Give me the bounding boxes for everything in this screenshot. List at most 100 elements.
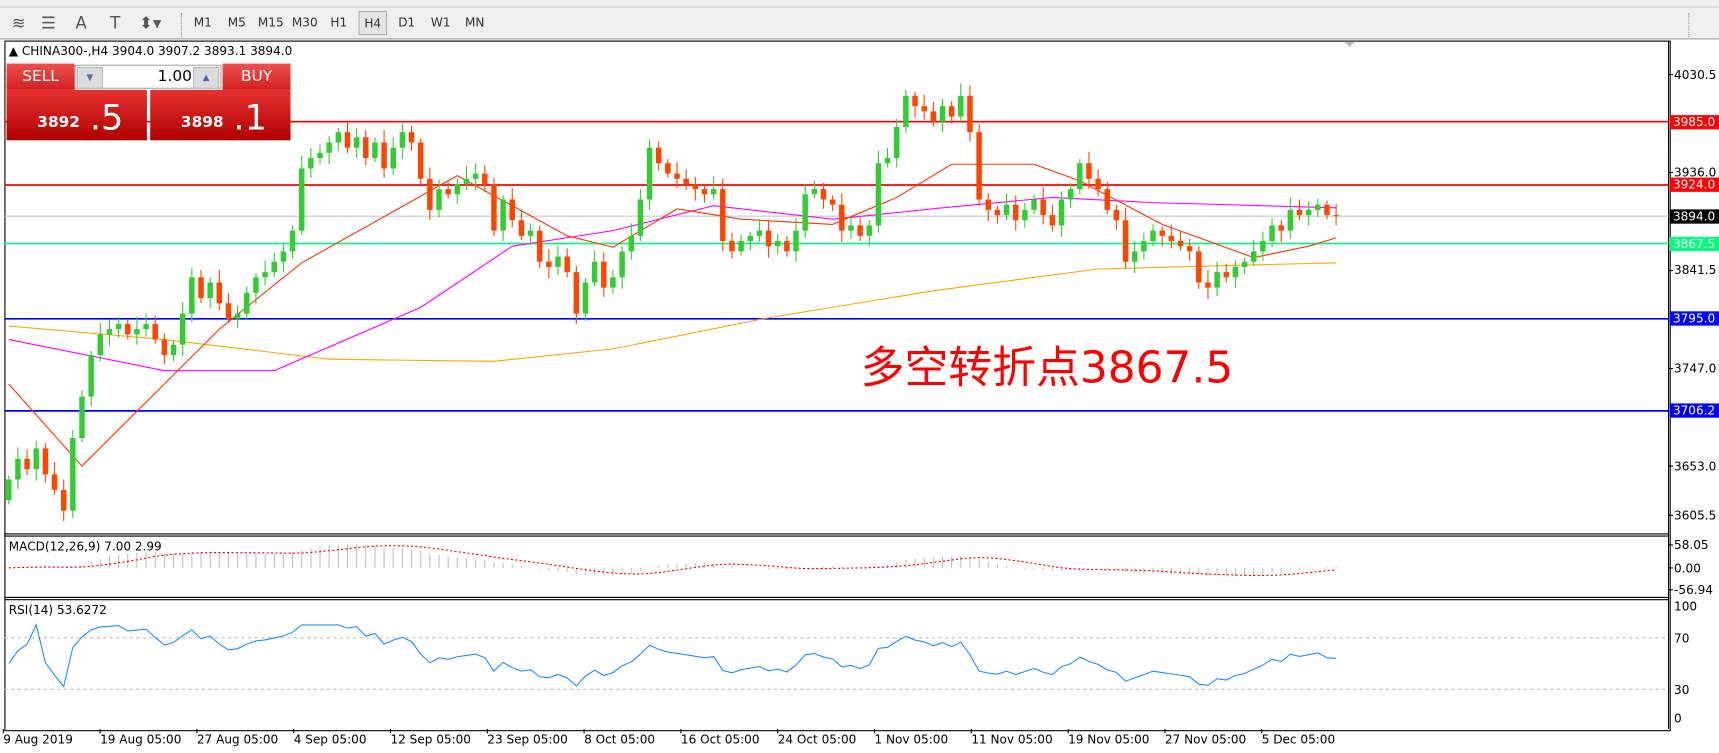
- candle-body: [774, 241, 781, 247]
- timeframe-w1[interactable]: W1: [430, 15, 451, 30]
- candle-body: [472, 173, 479, 179]
- candle-body: [756, 230, 763, 236]
- candle-body: [1269, 225, 1275, 242]
- candle-body: [253, 277, 259, 293]
- candle-body: [747, 235, 753, 242]
- rsi-axis-label: 70: [1674, 630, 1690, 646]
- candle-body: [271, 261, 277, 273]
- chart-frame: [4, 40, 1671, 732]
- candle-body: [308, 158, 314, 169]
- candle-body: [692, 183, 699, 190]
- volume-field[interactable]: ▼ 1.00 ▲: [74, 64, 222, 89]
- candle-body: [619, 251, 625, 278]
- timeframe-mn[interactable]: MN: [464, 15, 485, 30]
- candle-body: [903, 95, 909, 127]
- arrows-icon[interactable]: ⬍▾: [139, 13, 162, 33]
- candle-body: [857, 225, 863, 236]
- candle-body: [234, 313, 241, 319]
- candle-body: [829, 199, 836, 205]
- candle-body: [976, 132, 982, 200]
- candle-body: [1022, 209, 1028, 221]
- candle-body: [564, 256, 570, 273]
- candle-body: [591, 261, 598, 283]
- rsi-axis-label: 30: [1674, 682, 1690, 697]
- candle-body: [262, 272, 268, 278]
- timeframe-m15[interactable]: M15: [257, 15, 284, 30]
- price-axis-label: 3653.0: [1674, 458, 1717, 474]
- candle-body: [985, 199, 992, 210]
- date-label: 8 Oct 05:00: [584, 732, 656, 747]
- candle-body: [408, 132, 415, 143]
- candle-body: [372, 142, 378, 159]
- candle-body: [97, 334, 104, 356]
- candle-body: [225, 303, 232, 319]
- timeframe-h4[interactable]: H4: [358, 10, 387, 36]
- timeframe-m30[interactable]: M30: [291, 15, 318, 30]
- volume-value[interactable]: 1.00: [157, 67, 192, 86]
- candle-body: [683, 178, 689, 184]
- candle-body: [88, 355, 94, 397]
- toolbar-separator: [180, 13, 183, 38]
- candle-body: [546, 261, 552, 267]
- candle-body: [884, 158, 891, 164]
- candle-body: [784, 241, 790, 252]
- candle-body: [555, 256, 561, 267]
- candle-body: [912, 95, 918, 107]
- candle-body: [134, 329, 140, 335]
- timeframe-m5[interactable]: M5: [227, 15, 246, 30]
- sell-button[interactable]: SELL: [6, 63, 75, 90]
- timeframe-d1[interactable]: D1: [398, 15, 416, 30]
- collapse-triangle-icon[interactable]: ▲: [8, 43, 19, 59]
- volume-decrease-icon[interactable]: ▼: [76, 66, 104, 89]
- candle-body: [720, 189, 726, 242]
- sell-price[interactable]: 3892 .5: [6, 89, 147, 141]
- candle-body: [1141, 241, 1147, 252]
- candle-body: [115, 323, 122, 330]
- text-label-icon[interactable]: T: [110, 13, 121, 33]
- candle-body: [930, 111, 937, 122]
- candle-body: [42, 448, 49, 475]
- candle-body: [179, 313, 186, 345]
- shift-marker-icon: [1344, 41, 1356, 48]
- fibonacci-icon[interactable]: ☰: [40, 13, 56, 33]
- candle-body: [1223, 272, 1230, 278]
- candle-body: [363, 137, 369, 159]
- level-tag: 3985.0: [1669, 114, 1719, 129]
- timeframe-h1[interactable]: H1: [330, 15, 348, 30]
- buy-button[interactable]: BUY: [222, 63, 291, 90]
- candle-body: [1232, 266, 1239, 278]
- candle-body: [15, 458, 21, 480]
- buy-price-frac: .1: [233, 96, 267, 139]
- candle-body: [1250, 251, 1257, 262]
- candle-body: [436, 189, 442, 210]
- volume-increase-icon[interactable]: ▲: [192, 66, 220, 89]
- candle-body: [326, 142, 332, 153]
- candle-body: [601, 261, 607, 288]
- candle-body: [189, 277, 195, 314]
- elliott-wave-icon[interactable]: ≋: [11, 13, 26, 33]
- candle-body: [820, 189, 827, 200]
- candle-body: [1131, 251, 1138, 262]
- candle-body: [353, 137, 360, 148]
- level-tag: 3924.0: [1669, 177, 1719, 193]
- candle-body: [106, 329, 113, 335]
- candle-body: [1196, 251, 1202, 283]
- timeframe-m1[interactable]: M1: [193, 15, 212, 30]
- date-label: 16 Oct 05:00: [680, 732, 760, 747]
- candle-body: [381, 142, 387, 169]
- candle-body: [427, 178, 433, 210]
- candle-body: [701, 189, 708, 195]
- candle-body: [1241, 261, 1248, 267]
- date-label: 4 Sep 05:00: [293, 732, 367, 747]
- buy-price[interactable]: 3898 .1: [150, 89, 291, 141]
- sell-price-main: 3892: [37, 114, 80, 132]
- candle-body: [79, 396, 85, 439]
- candle-body: [1296, 209, 1303, 216]
- candle-body: [1305, 209, 1312, 216]
- buy-price-main: 3898: [180, 114, 224, 132]
- text-icon[interactable]: A: [75, 13, 87, 33]
- macd-label: MACD(12,26,9) 7.00 2.99: [8, 539, 162, 554]
- candle-body: [958, 95, 964, 117]
- candle-body: [1214, 272, 1220, 288]
